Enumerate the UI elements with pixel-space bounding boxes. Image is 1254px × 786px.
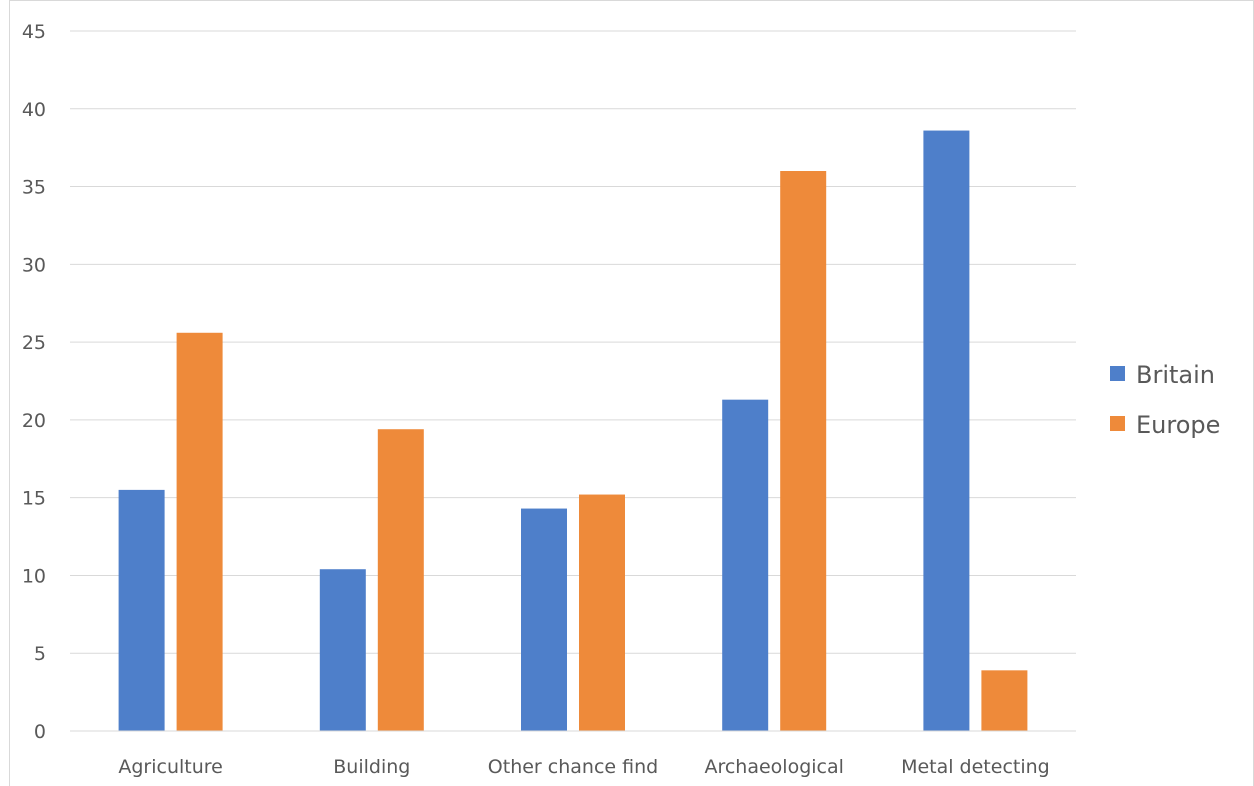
x-tick-label: Agriculture — [118, 756, 223, 778]
y-tick-label: 20 — [22, 410, 46, 432]
bar-britain-building — [319, 569, 366, 731]
x-tick-label: Other chance find — [488, 756, 658, 778]
x-tick-label: Metal detecting — [901, 756, 1050, 778]
legend-swatch-britain — [1110, 366, 1125, 381]
bar-britain-archaeological — [722, 399, 769, 731]
y-tick-label: 15 — [22, 488, 46, 510]
legend-label-europe: Europe — [1136, 411, 1220, 439]
y-tick-label: 35 — [22, 177, 46, 199]
bar-europe-building — [377, 429, 424, 731]
bar-britain-agriculture — [118, 489, 165, 731]
gridlines — [70, 30, 1076, 654]
y-tick-label: 25 — [22, 332, 46, 354]
x-tick-label: Archaeological — [704, 756, 843, 778]
bar-europe-metal-detecting — [981, 670, 1028, 731]
bar-europe-agriculture — [176, 332, 223, 731]
bars — [118, 130, 1028, 732]
legend-swatch-europe — [1110, 416, 1125, 431]
bar-britain-metal-detecting — [923, 130, 970, 732]
y-tick-label: 10 — [22, 565, 46, 587]
y-tick-label: 30 — [22, 254, 46, 276]
x-tick-label: Building — [333, 756, 410, 778]
y-tick-label: 5 — [34, 643, 46, 665]
y-tick-label: 0 — [34, 721, 46, 743]
bar-europe-other-chance-find — [579, 494, 625, 731]
legend: Britain Europe — [1110, 361, 1220, 439]
y-tick-label: 45 — [22, 21, 46, 43]
x-axis-labels: Agriculture Building Other chance find Arch… — [118, 756, 1049, 778]
y-axis-labels: 0 5 10 15 20 25 30 35 40 45 — [22, 21, 46, 743]
bar-europe-archaeological — [780, 171, 827, 731]
legend-label-britain: Britain — [1136, 361, 1215, 389]
y-tick-label: 40 — [22, 99, 46, 121]
bar-britain-other-chance-find — [521, 508, 567, 731]
